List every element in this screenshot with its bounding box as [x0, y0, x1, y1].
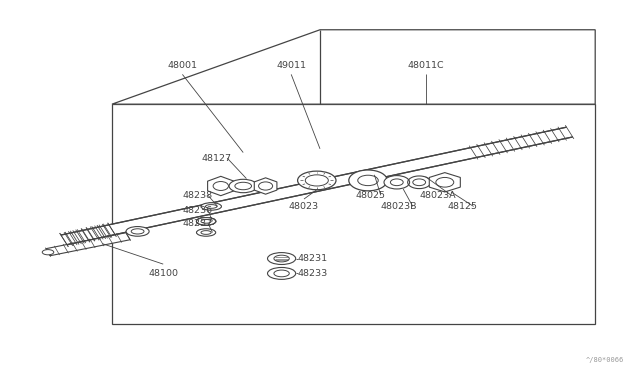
Ellipse shape [298, 171, 336, 190]
Text: 48125: 48125 [448, 202, 478, 211]
Ellipse shape [229, 179, 257, 193]
Text: 48100: 48100 [148, 269, 178, 278]
Text: 48231: 48231 [298, 254, 328, 263]
Text: ^/80*0066: ^/80*0066 [586, 357, 624, 363]
Text: 48236: 48236 [182, 206, 212, 215]
Text: 48233: 48233 [298, 269, 328, 278]
Ellipse shape [42, 250, 54, 255]
Ellipse shape [384, 176, 410, 189]
Text: 48127: 48127 [202, 154, 232, 163]
Ellipse shape [268, 267, 296, 279]
Text: 48011C: 48011C [407, 61, 444, 70]
Polygon shape [46, 233, 130, 256]
Ellipse shape [201, 203, 221, 210]
Text: 48023: 48023 [289, 202, 319, 211]
Polygon shape [429, 173, 460, 192]
Ellipse shape [268, 253, 296, 264]
Polygon shape [112, 30, 595, 104]
Ellipse shape [196, 229, 216, 236]
Ellipse shape [196, 218, 216, 225]
Text: 49011: 49011 [276, 61, 306, 70]
Polygon shape [112, 104, 595, 324]
Ellipse shape [349, 170, 387, 191]
Ellipse shape [213, 182, 228, 190]
Ellipse shape [259, 182, 273, 190]
Text: 48238: 48238 [182, 191, 212, 200]
Polygon shape [254, 178, 277, 194]
Ellipse shape [196, 218, 216, 225]
Text: 48025: 48025 [355, 191, 385, 200]
Text: 48023A: 48023A [419, 191, 456, 200]
Ellipse shape [196, 218, 216, 225]
Text: 48023B: 48023B [381, 202, 417, 211]
Polygon shape [61, 127, 573, 245]
Ellipse shape [196, 218, 216, 225]
Text: 48001: 48001 [168, 61, 197, 70]
Polygon shape [207, 176, 234, 196]
Text: 48237: 48237 [182, 219, 212, 228]
Ellipse shape [196, 218, 216, 225]
Ellipse shape [126, 227, 149, 236]
